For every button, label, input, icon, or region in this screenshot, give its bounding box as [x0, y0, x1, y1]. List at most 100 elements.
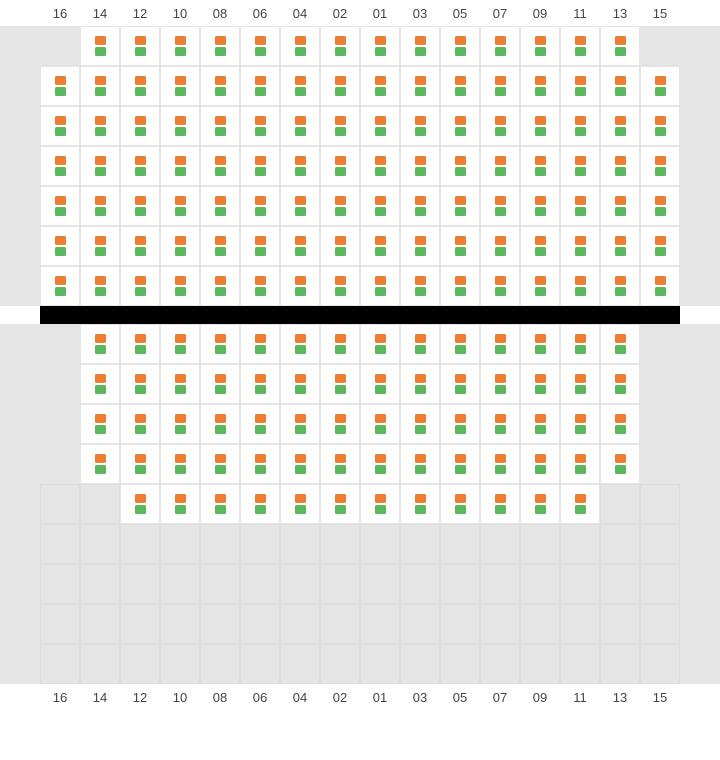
seat-cell[interactable] — [400, 226, 440, 266]
seat-cell[interactable] — [280, 364, 320, 404]
seat-cell[interactable] — [520, 26, 560, 66]
seat-cell[interactable] — [520, 186, 560, 226]
seat-cell[interactable] — [400, 484, 440, 524]
seat-cell[interactable] — [560, 186, 600, 226]
seat-cell[interactable] — [160, 26, 200, 66]
seat-cell[interactable] — [240, 404, 280, 444]
seat-cell[interactable] — [200, 444, 240, 484]
seat-cell[interactable] — [360, 484, 400, 524]
seat-cell[interactable] — [280, 146, 320, 186]
seat-cell[interactable] — [480, 186, 520, 226]
seat-cell[interactable] — [200, 484, 240, 524]
seat-cell[interactable] — [480, 484, 520, 524]
seat-cell[interactable] — [440, 444, 480, 484]
seat-cell[interactable] — [120, 66, 160, 106]
seat-cell[interactable] — [440, 484, 480, 524]
seat-cell[interactable] — [640, 226, 680, 266]
seat-cell[interactable] — [640, 266, 680, 306]
seat-cell[interactable] — [80, 266, 120, 306]
seat-cell[interactable] — [640, 186, 680, 226]
seat-cell[interactable] — [480, 146, 520, 186]
seat-cell[interactable] — [440, 26, 480, 66]
seat-cell[interactable] — [560, 26, 600, 66]
seat-cell[interactable] — [440, 66, 480, 106]
seat-cell[interactable] — [80, 226, 120, 266]
seat-cell[interactable] — [560, 324, 600, 364]
seat-cell[interactable] — [480, 106, 520, 146]
seat-cell[interactable] — [440, 146, 480, 186]
seat-cell[interactable] — [160, 444, 200, 484]
seat-cell[interactable] — [360, 266, 400, 306]
seat-cell[interactable] — [240, 146, 280, 186]
seat-cell[interactable] — [160, 106, 200, 146]
seat-cell[interactable] — [320, 364, 360, 404]
seat-cell[interactable] — [320, 146, 360, 186]
seat-cell[interactable] — [80, 364, 120, 404]
seat-cell[interactable] — [160, 66, 200, 106]
seat-cell[interactable] — [320, 26, 360, 66]
seat-cell[interactable] — [400, 66, 440, 106]
seat-cell[interactable] — [80, 146, 120, 186]
seat-cell[interactable] — [440, 324, 480, 364]
seat-cell[interactable] — [160, 484, 200, 524]
seat-cell[interactable] — [480, 226, 520, 266]
seat-cell[interactable] — [160, 266, 200, 306]
seat-cell[interactable] — [640, 106, 680, 146]
seat-cell[interactable] — [600, 404, 640, 444]
seat-cell[interactable] — [280, 66, 320, 106]
seat-cell[interactable] — [480, 444, 520, 484]
seat-cell[interactable] — [560, 226, 600, 266]
seat-cell[interactable] — [320, 66, 360, 106]
seat-cell[interactable] — [520, 364, 560, 404]
seat-cell[interactable] — [600, 266, 640, 306]
seat-cell[interactable] — [600, 444, 640, 484]
seat-cell[interactable] — [80, 106, 120, 146]
seat-cell[interactable] — [280, 444, 320, 484]
seat-cell[interactable] — [200, 106, 240, 146]
seat-cell[interactable] — [200, 226, 240, 266]
seat-cell[interactable] — [120, 226, 160, 266]
seat-cell[interactable] — [160, 146, 200, 186]
seat-cell[interactable] — [480, 266, 520, 306]
seat-cell[interactable] — [240, 186, 280, 226]
seat-cell[interactable] — [320, 226, 360, 266]
seat-cell[interactable] — [400, 186, 440, 226]
seat-cell[interactable] — [240, 226, 280, 266]
seat-cell[interactable] — [120, 26, 160, 66]
seat-cell[interactable] — [520, 484, 560, 524]
seat-cell[interactable] — [560, 106, 600, 146]
seat-cell[interactable] — [440, 364, 480, 404]
seat-cell[interactable] — [40, 186, 80, 226]
seat-cell[interactable] — [120, 364, 160, 404]
seat-cell[interactable] — [600, 226, 640, 266]
seat-cell[interactable] — [560, 146, 600, 186]
seat-cell[interactable] — [280, 226, 320, 266]
seat-cell[interactable] — [600, 324, 640, 364]
seat-cell[interactable] — [320, 106, 360, 146]
seat-cell[interactable] — [360, 106, 400, 146]
seat-cell[interactable] — [520, 404, 560, 444]
seat-cell[interactable] — [560, 266, 600, 306]
seat-cell[interactable] — [480, 26, 520, 66]
seat-cell[interactable] — [520, 266, 560, 306]
seat-cell[interactable] — [360, 404, 400, 444]
seat-cell[interactable] — [400, 364, 440, 404]
seat-cell[interactable] — [200, 146, 240, 186]
seat-cell[interactable] — [520, 444, 560, 484]
seat-cell[interactable] — [520, 66, 560, 106]
seat-cell[interactable] — [200, 66, 240, 106]
seat-cell[interactable] — [120, 444, 160, 484]
seat-cell[interactable] — [80, 444, 120, 484]
seat-cell[interactable] — [240, 106, 280, 146]
seat-cell[interactable] — [120, 484, 160, 524]
seat-cell[interactable] — [280, 26, 320, 66]
seat-cell[interactable] — [480, 324, 520, 364]
seat-cell[interactable] — [360, 26, 400, 66]
seat-cell[interactable] — [80, 324, 120, 364]
seat-cell[interactable] — [400, 404, 440, 444]
seat-cell[interactable] — [400, 106, 440, 146]
seat-cell[interactable] — [560, 444, 600, 484]
seat-cell[interactable] — [400, 324, 440, 364]
seat-cell[interactable] — [440, 186, 480, 226]
seat-cell[interactable] — [200, 404, 240, 444]
